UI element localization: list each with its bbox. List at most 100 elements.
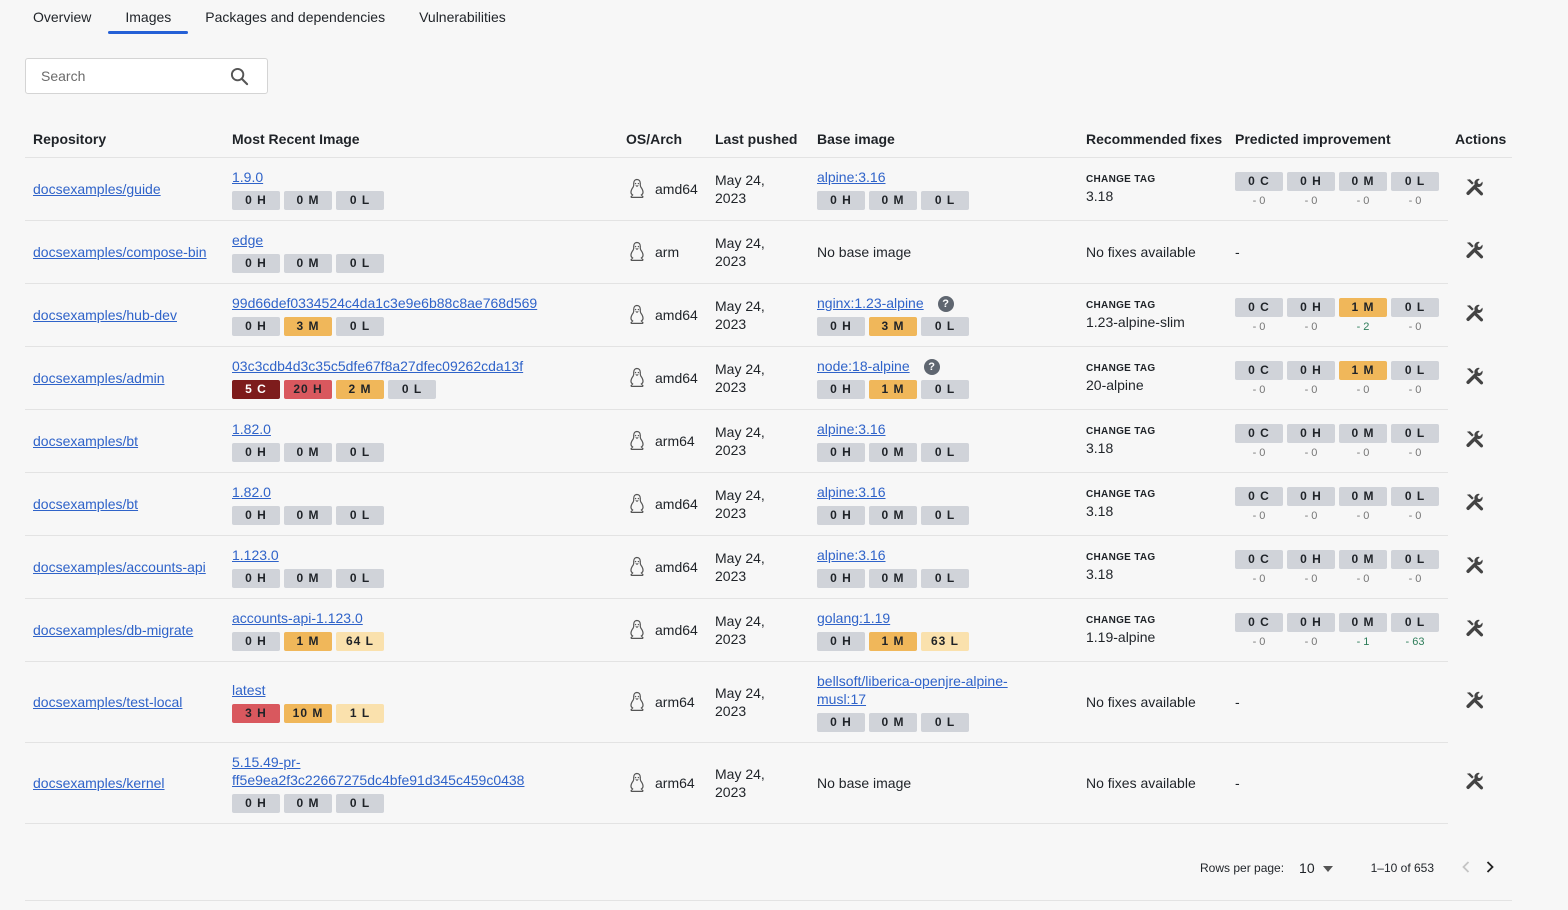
tools-icon[interactable] bbox=[1464, 429, 1494, 454]
image-tag-link[interactable]: 99d66def0334524c4da1c3e9e6b88c8ae768d569 bbox=[232, 295, 538, 311]
tools-icon[interactable] bbox=[1464, 177, 1494, 202]
tools-icon[interactable] bbox=[1464, 366, 1494, 391]
improvement-delta: - 0 bbox=[1304, 194, 1318, 207]
col-recommended-fixes[interactable]: Recommended fixes bbox=[1086, 131, 1223, 147]
tab-images[interactable]: Images bbox=[108, 0, 189, 34]
table-header: Repository Most Recent Image OS/Arch Las… bbox=[25, 120, 1512, 158]
rows-per-page-select[interactable]: 10 bbox=[1299, 860, 1315, 876]
tab-vulnerabilities[interactable]: Vulnerabilities bbox=[419, 9, 506, 25]
repository-link[interactable]: docsexamples/test-local bbox=[33, 694, 183, 710]
improvement-delta: - 0 bbox=[1304, 572, 1318, 585]
prev-page-icon[interactable] bbox=[1462, 860, 1470, 876]
vuln-badge: 0 H bbox=[817, 191, 865, 210]
repository-link[interactable]: docsexamples/accounts-api bbox=[33, 559, 206, 575]
actions-cell bbox=[1464, 410, 1494, 472]
col-predicted-improvement[interactable]: Predicted improvement bbox=[1235, 131, 1391, 147]
vuln-badge: 63 L bbox=[921, 632, 969, 651]
predicted-badge: 0 L bbox=[1391, 423, 1439, 443]
change-tag-label: CHANGE TAG bbox=[1086, 489, 1156, 500]
image-tag-link[interactable]: accounts-api-1.123.0 bbox=[232, 610, 363, 626]
image-tag-link[interactable]: edge bbox=[232, 232, 264, 248]
tab-packages[interactable]: Packages and dependencies bbox=[205, 9, 386, 25]
repository-link[interactable]: docsexamples/hub-dev bbox=[33, 307, 177, 323]
search-icon[interactable] bbox=[230, 67, 249, 89]
repository-link[interactable]: docsexamples/compose-bin bbox=[33, 244, 207, 260]
footer-divider bbox=[25, 900, 1512, 901]
base-image-link[interactable]: nginx:1.23-alpine bbox=[817, 294, 924, 311]
vuln-badge: 0 H bbox=[232, 794, 280, 813]
image-tag-link[interactable]: 1.123.0 bbox=[232, 547, 279, 563]
tools-icon[interactable] bbox=[1464, 303, 1494, 328]
image-tag-link[interactable]: 03c3cdb4d3c35c5dfe67f8a27dfec09262cda13f bbox=[232, 358, 524, 374]
col-base-image[interactable]: Base image bbox=[817, 131, 895, 147]
improvement-column: 0 H- 0 bbox=[1287, 486, 1335, 522]
next-page-icon[interactable] bbox=[1486, 860, 1494, 876]
tools-icon[interactable] bbox=[1464, 771, 1494, 796]
repository-link[interactable]: docsexamples/guide bbox=[33, 181, 161, 197]
arch-label: amd64 bbox=[655, 370, 698, 386]
repository-link[interactable]: docsexamples/bt bbox=[33, 433, 139, 449]
image-tag-link[interactable]: 5.15.49-pr-ff5e9ea2f3c22667275dc4bfe91d3… bbox=[232, 754, 525, 788]
improvement-column: 0 H- 0 bbox=[1287, 549, 1335, 585]
predicted-badge: 0 M bbox=[1339, 612, 1387, 632]
image-tag-link[interactable]: 1.82.0 bbox=[232, 421, 271, 437]
tab-overview[interactable]: Overview bbox=[33, 9, 92, 25]
col-os-arch[interactable]: OS/Arch bbox=[626, 131, 683, 147]
pushed-date: May 24, 2023 bbox=[715, 361, 765, 395]
tools-icon[interactable] bbox=[1464, 240, 1494, 265]
repository-link[interactable]: docsexamples/kernel bbox=[33, 775, 165, 791]
last-pushed-cell: May 24, 2023 bbox=[715, 743, 785, 823]
image-tag-link[interactable]: latest bbox=[232, 682, 266, 698]
base-image-link[interactable]: node:18-alpine bbox=[817, 357, 910, 374]
actions-cell bbox=[1464, 473, 1494, 535]
base-image-link[interactable]: alpine:3.16 bbox=[817, 484, 886, 500]
col-repository[interactable]: Repository bbox=[33, 131, 107, 147]
improvement-column: 0 L- 0 bbox=[1391, 486, 1439, 522]
predicted-badge: 0 H bbox=[1287, 612, 1335, 632]
image-tag-link[interactable]: 1.82.0 bbox=[232, 484, 271, 500]
os-arch-cell: amd64 bbox=[628, 536, 713, 598]
repository-link[interactable]: docsexamples/admin bbox=[33, 370, 165, 386]
help-icon[interactable]: ? bbox=[923, 359, 940, 376]
image-tag-link[interactable]: 1.9.0 bbox=[232, 169, 264, 185]
tools-icon[interactable] bbox=[1464, 618, 1494, 643]
arch-label: arm64 bbox=[655, 694, 695, 710]
base-image-link[interactable]: bellsoft/liberica-openjre-alpine-musl:17 bbox=[817, 673, 1008, 707]
fixes-cell: CHANGE TAG 3.18 bbox=[1086, 410, 1226, 472]
base-image-link[interactable]: golang:1.19 bbox=[817, 610, 891, 626]
improvement-column: 0 H- 0 bbox=[1287, 360, 1335, 396]
base-image-link[interactable]: alpine:3.16 bbox=[817, 169, 886, 185]
predicted-badge: 0 H bbox=[1287, 360, 1335, 380]
predicted-badge: 0 C bbox=[1235, 171, 1283, 191]
improvement-delta: - 0 bbox=[1356, 194, 1370, 207]
base-image-link[interactable]: alpine:3.16 bbox=[817, 421, 886, 437]
col-most-recent-image[interactable]: Most Recent Image bbox=[232, 131, 360, 147]
base-image-link[interactable]: alpine:3.16 bbox=[817, 547, 886, 563]
vuln-badge: 0 M bbox=[284, 506, 332, 525]
vuln-badge: 0 L bbox=[921, 713, 969, 732]
image-cell: 03c3cdb4d3c35c5dfe67f8a27dfec09262cda13f… bbox=[232, 347, 562, 409]
arch-label: amd64 bbox=[655, 181, 698, 197]
predicted-badge: 0 L bbox=[1391, 612, 1439, 632]
repository-link[interactable]: docsexamples/db-migrate bbox=[33, 622, 194, 638]
help-icon[interactable]: ? bbox=[937, 296, 954, 313]
repository-cell: docsexamples/guide bbox=[33, 158, 218, 220]
predicted-badge: 0 C bbox=[1235, 612, 1283, 632]
repository-link[interactable]: docsexamples/bt bbox=[33, 496, 139, 512]
vuln-badge: 0 L bbox=[921, 317, 969, 337]
tools-icon[interactable] bbox=[1464, 690, 1494, 715]
tools-icon[interactable] bbox=[1464, 492, 1494, 517]
search-input[interactable] bbox=[26, 68, 216, 84]
chevron-down-icon[interactable] bbox=[1322, 861, 1333, 875]
tools-icon[interactable] bbox=[1464, 555, 1494, 580]
col-last-pushed[interactable]: Last pushed bbox=[715, 131, 798, 147]
